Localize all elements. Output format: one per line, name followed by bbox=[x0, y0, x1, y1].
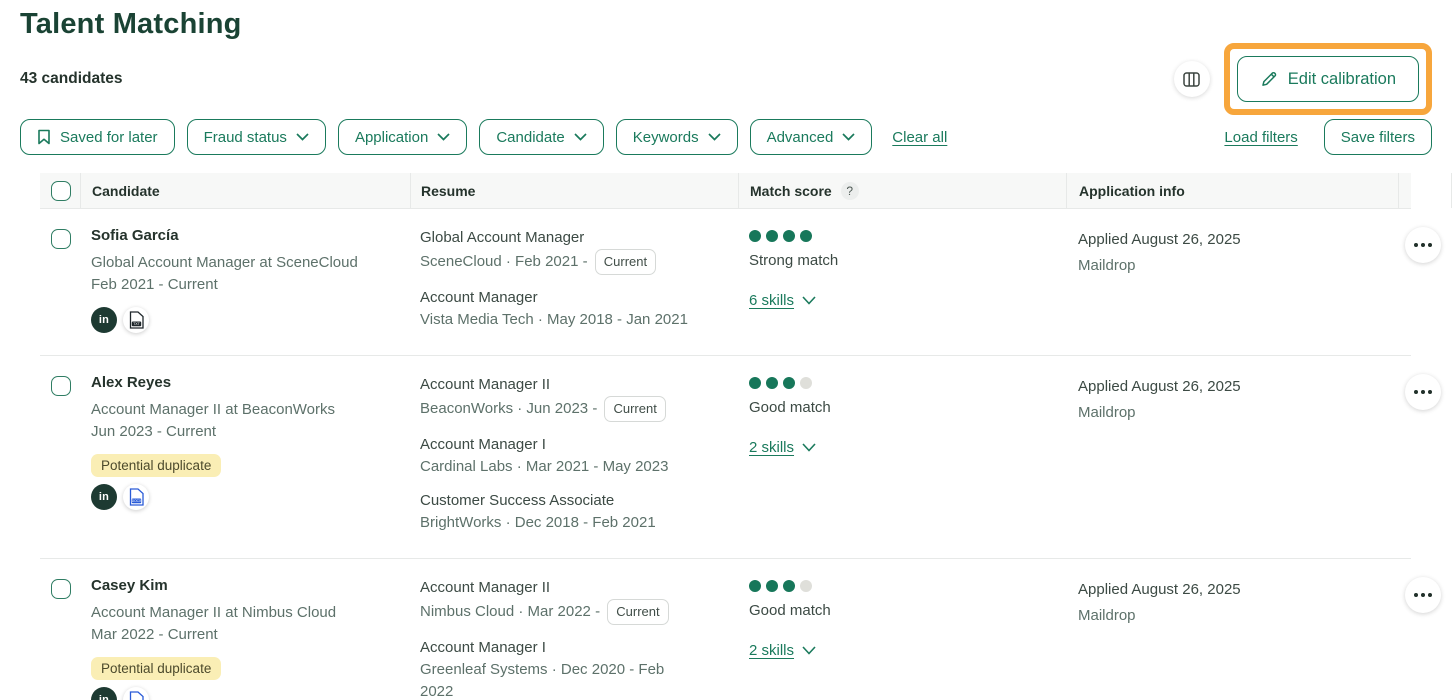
match-label: Good match bbox=[749, 399, 831, 416]
header-resume: Resume bbox=[410, 173, 738, 208]
chevron-down-icon bbox=[802, 443, 816, 452]
clear-all-link[interactable]: Clear all bbox=[892, 128, 948, 146]
chevron-down-icon bbox=[707, 133, 721, 141]
skills-expander[interactable]: 2 skills bbox=[749, 642, 816, 659]
job-title: Account Manager I bbox=[420, 639, 546, 656]
annotation-highlight: Edit calibration bbox=[1223, 43, 1432, 115]
more-actions-button[interactable] bbox=[1405, 374, 1441, 410]
filter-fraud-status[interactable]: Fraud status bbox=[186, 119, 326, 155]
candidate-name[interactable]: Casey Kim bbox=[91, 577, 168, 594]
application-source: Maildrop bbox=[1078, 257, 1136, 274]
row-checkbox[interactable] bbox=[51, 579, 71, 599]
resume-file-icon[interactable]: DOCX bbox=[123, 687, 149, 700]
filter-advanced[interactable]: Advanced bbox=[749, 119, 873, 155]
table-row: Sofia García Global Account Manager at S… bbox=[40, 209, 1441, 356]
candidate-dates: Mar 2022 - Current bbox=[91, 626, 218, 643]
table-row: Alex Reyes Account Manager II at BeaconW… bbox=[40, 356, 1441, 559]
current-badge: Current bbox=[594, 249, 657, 275]
chevron-down-icon bbox=[842, 133, 855, 141]
saved-for-later-button[interactable]: Saved for later bbox=[20, 119, 175, 155]
subheader-bar: 43 candidates bbox=[20, 43, 1432, 115]
columns-icon bbox=[1183, 71, 1201, 87]
candidate-count: 43 candidates bbox=[20, 70, 123, 87]
page-title: Talent Matching bbox=[20, 8, 242, 40]
candidate-name[interactable]: Sofia García bbox=[91, 227, 179, 244]
job-title: Account Manager I bbox=[420, 436, 546, 453]
pencil-icon bbox=[1260, 70, 1278, 88]
candidate-name[interactable]: Alex Reyes bbox=[91, 374, 172, 391]
job-title: Account Manager II bbox=[420, 579, 551, 596]
current-badge: Current bbox=[607, 599, 669, 625]
chevron-down-icon bbox=[802, 296, 816, 305]
chevron-down-icon bbox=[574, 133, 587, 141]
skills-expander[interactable]: 6 skills bbox=[749, 292, 816, 309]
header-actions bbox=[1398, 173, 1452, 208]
match-score-dots bbox=[749, 377, 1066, 389]
applied-date: Applied August 26, 2025 bbox=[1078, 378, 1241, 395]
edit-calibration-label: Edit calibration bbox=[1287, 69, 1396, 88]
select-all-checkbox[interactable] bbox=[51, 180, 71, 201]
candidate-dates: Jun 2023 - Current bbox=[91, 423, 217, 440]
row-checkbox[interactable] bbox=[51, 376, 71, 396]
load-filters-link[interactable]: Load filters bbox=[1224, 128, 1298, 146]
resume-file-icon[interactable]: DOCX bbox=[123, 484, 149, 510]
applied-date: Applied August 26, 2025 bbox=[1078, 231, 1241, 248]
table-header: Candidate Resume Match score ? Applicati… bbox=[40, 173, 1452, 209]
filter-keywords[interactable]: Keywords bbox=[615, 119, 738, 155]
application-source: Maildrop bbox=[1078, 607, 1136, 624]
columns-button[interactable] bbox=[1173, 61, 1210, 97]
match-score-dots bbox=[749, 580, 1066, 592]
chevron-down-icon bbox=[437, 133, 450, 141]
potential-duplicate-badge: Potential duplicate bbox=[91, 657, 222, 680]
potential-duplicate-badge: Potential duplicate bbox=[91, 454, 222, 477]
help-icon[interactable]: ? bbox=[840, 181, 859, 200]
job-title: Customer Success Associate bbox=[420, 492, 615, 509]
row-checkbox[interactable] bbox=[51, 229, 71, 249]
save-filters-button[interactable]: Save filters bbox=[1323, 119, 1432, 155]
linkedin-icon[interactable]: in bbox=[91, 484, 117, 510]
resume-file-icon[interactable]: TXT bbox=[123, 307, 149, 333]
filter-bar: Saved for later Fraud status Application… bbox=[20, 119, 1432, 155]
header-match-score: Match score ? bbox=[738, 173, 1066, 208]
edit-calibration-button[interactable]: Edit calibration bbox=[1236, 56, 1419, 102]
header-candidate: Candidate bbox=[80, 173, 410, 208]
candidate-headline: Account Manager II at Nimbus Cloud bbox=[91, 604, 337, 621]
current-badge: Current bbox=[604, 396, 666, 422]
chevron-down-icon bbox=[296, 133, 309, 141]
svg-text:TXT: TXT bbox=[133, 322, 141, 326]
job-title: Account Manager bbox=[420, 289, 538, 306]
chevron-down-icon bbox=[802, 646, 816, 655]
filter-candidate[interactable]: Candidate bbox=[479, 119, 604, 155]
match-label: Good match bbox=[749, 602, 831, 619]
header-application-info: Application info bbox=[1066, 173, 1398, 208]
bookmark-icon bbox=[37, 129, 51, 145]
job-title: Global Account Manager bbox=[420, 229, 585, 246]
match-label: Strong match bbox=[749, 252, 839, 269]
candidate-headline: Account Manager II at BeaconWorks bbox=[91, 401, 336, 418]
candidate-dates: Feb 2021 - Current bbox=[91, 276, 218, 293]
table-row: Casey Kim Account Manager II at Nimbus C… bbox=[40, 559, 1441, 700]
application-source: Maildrop bbox=[1078, 404, 1136, 421]
applied-date: Applied August 26, 2025 bbox=[1078, 581, 1241, 598]
match-score-dots bbox=[749, 230, 1066, 242]
candidate-headline: Global Account Manager at SceneCloud bbox=[91, 254, 358, 271]
linkedin-icon[interactable]: in bbox=[91, 307, 117, 333]
skills-expander[interactable]: 2 skills bbox=[749, 439, 816, 456]
candidates-table: Candidate Resume Match score ? Applicati… bbox=[40, 173, 1452, 700]
linkedin-icon[interactable]: in bbox=[91, 687, 117, 700]
job-title: Account Manager II bbox=[420, 376, 551, 393]
more-actions-button[interactable] bbox=[1405, 227, 1441, 263]
svg-text:DOCX: DOCX bbox=[131, 499, 141, 503]
filter-application[interactable]: Application bbox=[337, 119, 468, 155]
more-actions-button[interactable] bbox=[1405, 577, 1441, 613]
